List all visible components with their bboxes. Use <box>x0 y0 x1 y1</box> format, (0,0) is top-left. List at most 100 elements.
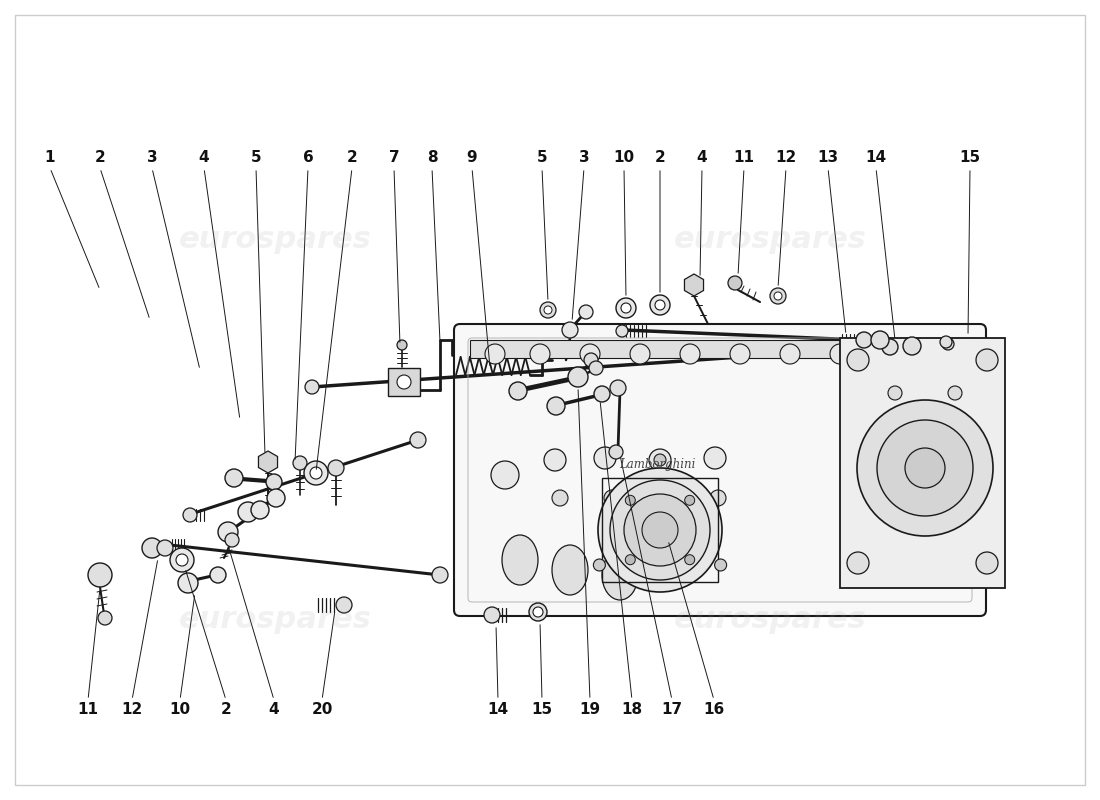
Text: 5: 5 <box>251 150 262 166</box>
Circle shape <box>905 448 945 488</box>
Circle shape <box>903 337 921 355</box>
Circle shape <box>178 573 198 593</box>
Text: 17: 17 <box>661 702 683 718</box>
Circle shape <box>857 400 993 536</box>
Text: 2: 2 <box>346 150 358 166</box>
Circle shape <box>624 494 696 566</box>
Circle shape <box>98 611 112 625</box>
Circle shape <box>847 349 869 371</box>
Circle shape <box>704 447 726 469</box>
Text: Lamborghini: Lamborghini <box>619 458 696 471</box>
Circle shape <box>871 331 889 349</box>
Circle shape <box>616 298 636 318</box>
Circle shape <box>730 344 750 364</box>
Ellipse shape <box>502 535 538 585</box>
Circle shape <box>540 302 556 318</box>
Circle shape <box>267 489 285 507</box>
Text: 16: 16 <box>703 702 725 718</box>
Circle shape <box>432 567 448 583</box>
Circle shape <box>226 533 239 547</box>
Text: 13: 13 <box>817 150 838 166</box>
Circle shape <box>88 563 112 587</box>
Text: 20: 20 <box>311 702 332 718</box>
Circle shape <box>183 508 197 522</box>
Text: 19: 19 <box>580 702 601 718</box>
Circle shape <box>397 340 407 350</box>
Circle shape <box>594 386 610 402</box>
Circle shape <box>649 449 671 471</box>
Circle shape <box>580 344 600 364</box>
Circle shape <box>226 469 243 487</box>
Circle shape <box>976 552 998 574</box>
Circle shape <box>774 292 782 300</box>
Text: 6: 6 <box>302 150 313 166</box>
Circle shape <box>544 449 566 471</box>
Circle shape <box>176 554 188 566</box>
Circle shape <box>940 336 952 348</box>
Circle shape <box>609 445 623 459</box>
Ellipse shape <box>552 545 589 595</box>
Circle shape <box>238 502 258 522</box>
Circle shape <box>610 480 710 580</box>
Text: 12: 12 <box>121 702 143 718</box>
Circle shape <box>948 386 962 400</box>
Circle shape <box>562 322 578 338</box>
Circle shape <box>547 397 565 415</box>
Circle shape <box>830 344 850 364</box>
Text: 12: 12 <box>776 150 796 166</box>
Text: 14: 14 <box>866 150 887 166</box>
Circle shape <box>654 300 666 310</box>
Circle shape <box>882 339 898 355</box>
Circle shape <box>534 607 543 617</box>
Circle shape <box>491 461 519 489</box>
Ellipse shape <box>602 550 638 600</box>
Circle shape <box>684 554 695 565</box>
Text: 8: 8 <box>427 150 438 166</box>
Circle shape <box>579 305 593 319</box>
Text: 5: 5 <box>537 150 548 166</box>
Circle shape <box>715 559 727 571</box>
Circle shape <box>616 325 628 337</box>
Circle shape <box>621 303 631 313</box>
Circle shape <box>266 474 282 490</box>
Circle shape <box>780 344 800 364</box>
Circle shape <box>630 344 650 364</box>
Circle shape <box>594 447 616 469</box>
Circle shape <box>251 501 270 519</box>
Circle shape <box>410 432 426 448</box>
Circle shape <box>942 338 954 350</box>
Text: 9: 9 <box>466 150 477 166</box>
Circle shape <box>293 456 307 470</box>
Text: 4: 4 <box>199 150 209 166</box>
Circle shape <box>568 367 588 387</box>
Text: 2: 2 <box>95 150 106 166</box>
Text: 4: 4 <box>268 702 279 718</box>
Circle shape <box>847 552 869 574</box>
Circle shape <box>544 306 552 314</box>
Polygon shape <box>258 451 277 473</box>
Text: 10: 10 <box>169 702 190 718</box>
Text: 2: 2 <box>654 150 666 166</box>
Text: 11: 11 <box>734 150 755 166</box>
Circle shape <box>485 344 505 364</box>
Text: eurospares: eurospares <box>178 606 372 634</box>
Circle shape <box>598 468 722 592</box>
Circle shape <box>625 495 636 506</box>
Circle shape <box>976 349 998 371</box>
Circle shape <box>584 353 598 367</box>
Text: 7: 7 <box>388 150 399 166</box>
Circle shape <box>210 567 225 583</box>
Circle shape <box>142 538 162 558</box>
Circle shape <box>728 276 743 290</box>
Circle shape <box>680 344 700 364</box>
Circle shape <box>397 375 411 389</box>
Circle shape <box>305 380 319 394</box>
Circle shape <box>625 554 636 565</box>
Circle shape <box>170 548 194 572</box>
FancyBboxPatch shape <box>454 324 986 616</box>
Circle shape <box>654 454 666 466</box>
Circle shape <box>304 461 328 485</box>
Circle shape <box>650 295 670 315</box>
Text: eurospares: eurospares <box>673 226 867 254</box>
Text: 15: 15 <box>959 150 980 166</box>
